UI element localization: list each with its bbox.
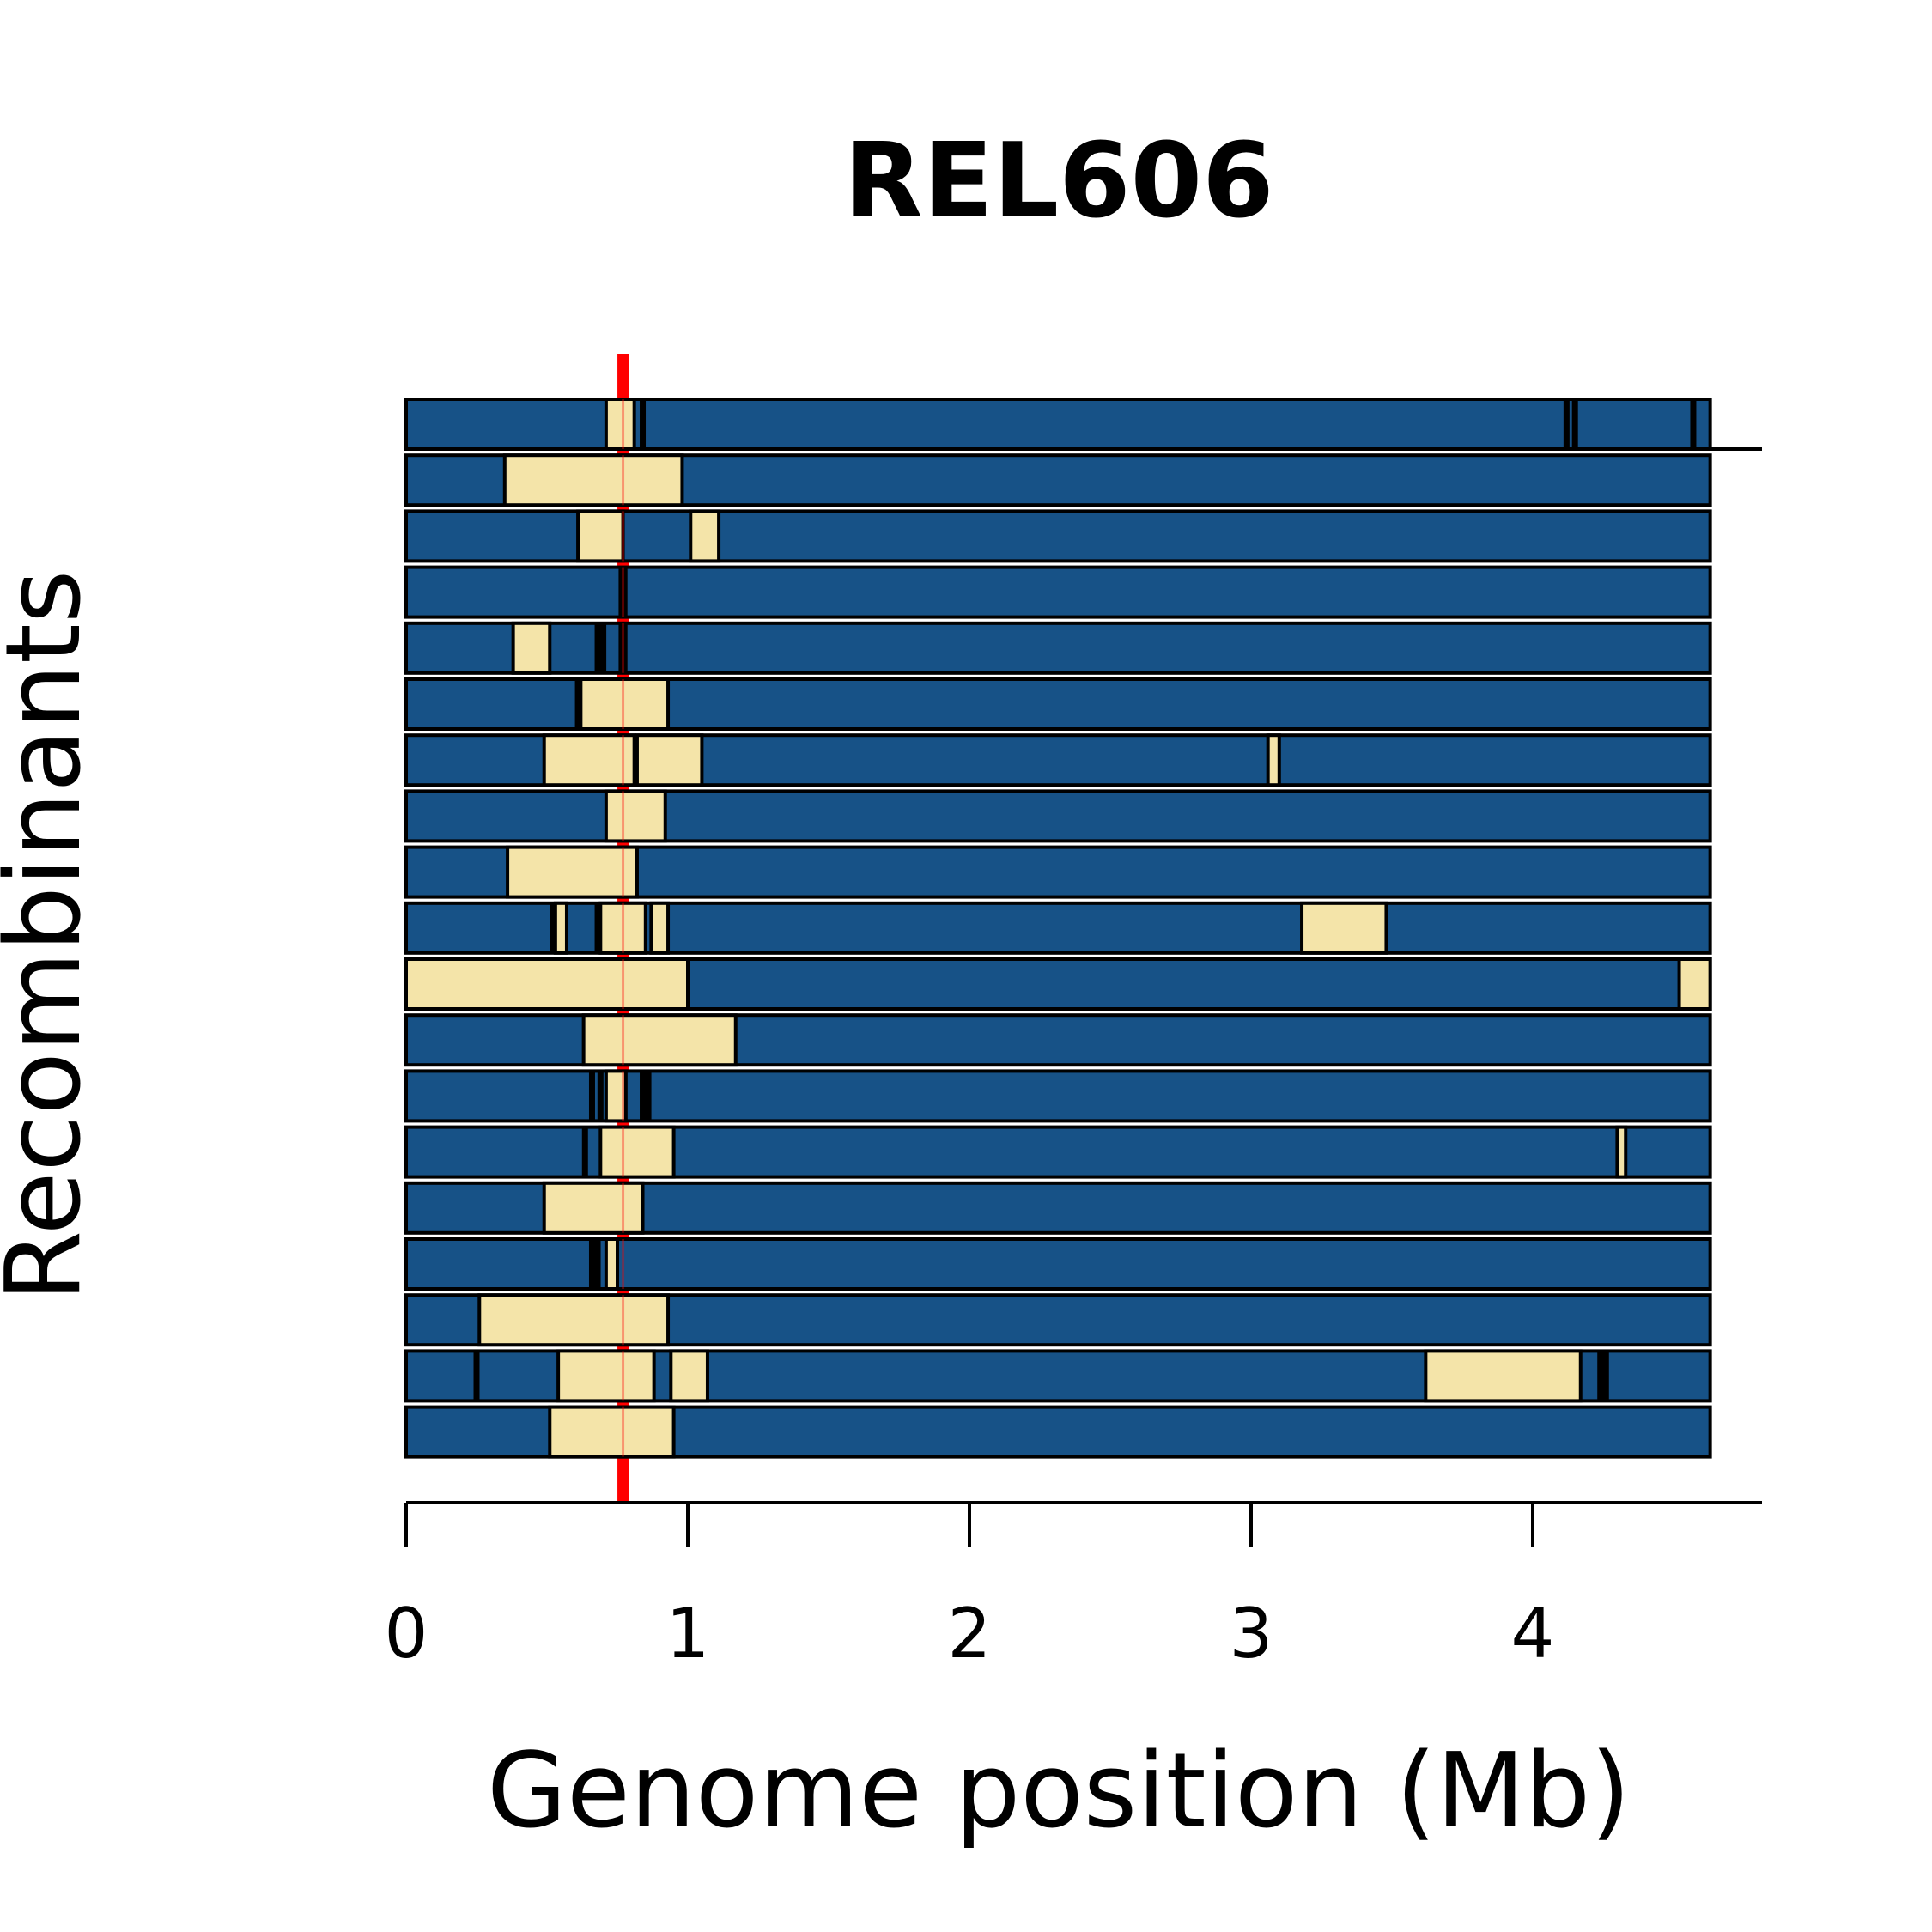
- donor-segment: [598, 1125, 676, 1179]
- donor-segment: [635, 733, 704, 787]
- donor-segment: [649, 901, 671, 955]
- donor-segment: [502, 453, 684, 507]
- x-tick-label: 2: [948, 1594, 992, 1674]
- recombinant-row-19: [404, 1405, 1712, 1459]
- recombinant-row-17: [404, 1293, 1712, 1347]
- recombinant-row-9: [404, 845, 1712, 899]
- recombinant-row-14: [404, 1125, 1712, 1179]
- recombinant-row-7: [404, 733, 1712, 787]
- recombinant-row-4: [404, 565, 1712, 619]
- recombinant-row-15: [404, 1181, 1712, 1235]
- recombinant-rows: [404, 398, 1712, 1459]
- donor-segment: [604, 789, 667, 843]
- donor-segment: [1615, 1125, 1628, 1179]
- genome-bar: [404, 565, 1712, 619]
- x-tick-label: 4: [1511, 1594, 1555, 1674]
- donor-segment: [511, 621, 552, 675]
- chart-title: REL606: [843, 122, 1273, 241]
- y-axis-label: Recombinants: [0, 570, 104, 1303]
- recombinant-row-3: [404, 509, 1712, 563]
- x-axis-label: Genome position (Mb): [487, 1732, 1631, 1851]
- donor-segment: [553, 901, 568, 955]
- recombinant-row-13: [404, 1069, 1712, 1123]
- recombinant-row-1: [404, 398, 1712, 451]
- donor-segment: [404, 957, 690, 1011]
- recombinant-row-8: [404, 789, 1712, 843]
- donor-segment: [598, 901, 647, 955]
- donor-segment: [669, 1349, 709, 1403]
- donor-segment: [576, 509, 625, 563]
- donor-segment: [1677, 957, 1712, 1011]
- x-tick-label: 1: [666, 1594, 710, 1674]
- recombinant-row-10: [404, 901, 1712, 955]
- x-axis: 0 1 2 3 4: [385, 447, 1762, 1674]
- x-tick-label: 0: [385, 1594, 428, 1674]
- donor-segment: [689, 509, 721, 563]
- recombinant-row-5: [404, 621, 1712, 675]
- donor-segment: [542, 1181, 645, 1235]
- donor-segment: [604, 1069, 628, 1123]
- genome-bar: [404, 789, 1712, 843]
- donor-segment: [604, 1237, 620, 1291]
- genome-bar: [404, 1237, 1712, 1291]
- donor-segment: [604, 398, 636, 451]
- recombinant-row-12: [404, 1013, 1712, 1067]
- donor-segment: [1424, 1349, 1583, 1403]
- recombinant-row-2: [404, 453, 1712, 507]
- recombinant-row-6: [404, 677, 1712, 731]
- donor-segment: [556, 1349, 656, 1403]
- donor-segment: [1266, 733, 1281, 787]
- genome-bar: [404, 398, 1712, 451]
- donor-segment: [1300, 901, 1388, 955]
- donor-segment: [477, 1293, 671, 1347]
- recombinant-row-16: [404, 1237, 1712, 1291]
- donor-segment: [548, 1405, 676, 1459]
- recombinant-row-18: [404, 1349, 1712, 1403]
- donor-segment: [579, 677, 671, 731]
- donor-segment: [581, 1013, 738, 1067]
- recombinant-row-11: [404, 957, 1712, 1011]
- donor-segment: [542, 733, 636, 787]
- x-tick-label: 3: [1230, 1594, 1273, 1674]
- donor-segment: [506, 845, 639, 899]
